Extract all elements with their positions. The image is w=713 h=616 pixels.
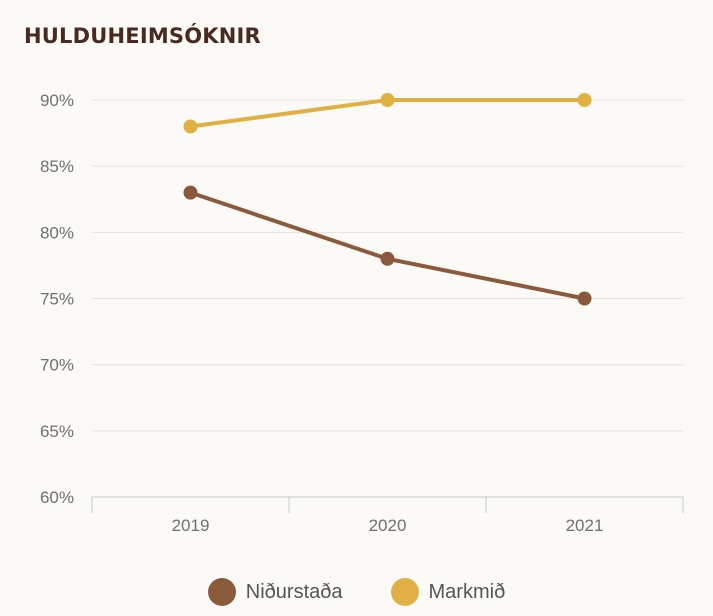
line-chart: 60% 65% 70% 75% 80% 85% 90% 2019 2020 2021 [40,91,684,535]
data-point-series0-2019 [183,185,198,200]
y-tick-label: 60% [40,488,74,507]
legend-swatch-nidurstada [207,578,236,606]
x-tick-label: 2020 [369,516,407,535]
legend-label-markmid: Markmið [428,580,506,603]
x-tick-label: 2019 [172,516,210,535]
legend-item-markmid[interactable]: Markmið [390,578,506,606]
legend: Niðurstaða Markmið [0,578,713,606]
legend-swatch-markmid [390,578,419,606]
data-point-series0-2021 [577,291,592,306]
data-point-series1-2019 [183,119,198,134]
y-tick-label: 90% [40,91,74,110]
series-line-0 [188,190,587,301]
y-tick-label: 80% [40,223,74,242]
x-tick-label: 2021 [566,516,604,535]
data-point-series0-2020 [380,251,395,266]
y-tick-label: 65% [40,422,74,441]
y-tick-label: 75% [40,290,74,309]
chart-title: HULDUHEIMSÓKNIR [24,24,261,48]
y-tick-label: 85% [40,157,74,176]
legend-item-nidurstada[interactable]: Niðurstaða [207,578,343,606]
y-tick-label: 70% [40,356,74,375]
data-point-series1-2020 [380,93,395,107]
data-point-series1-2021 [577,93,592,107]
legend-label-nidurstada: Niðurstaða [245,580,343,603]
